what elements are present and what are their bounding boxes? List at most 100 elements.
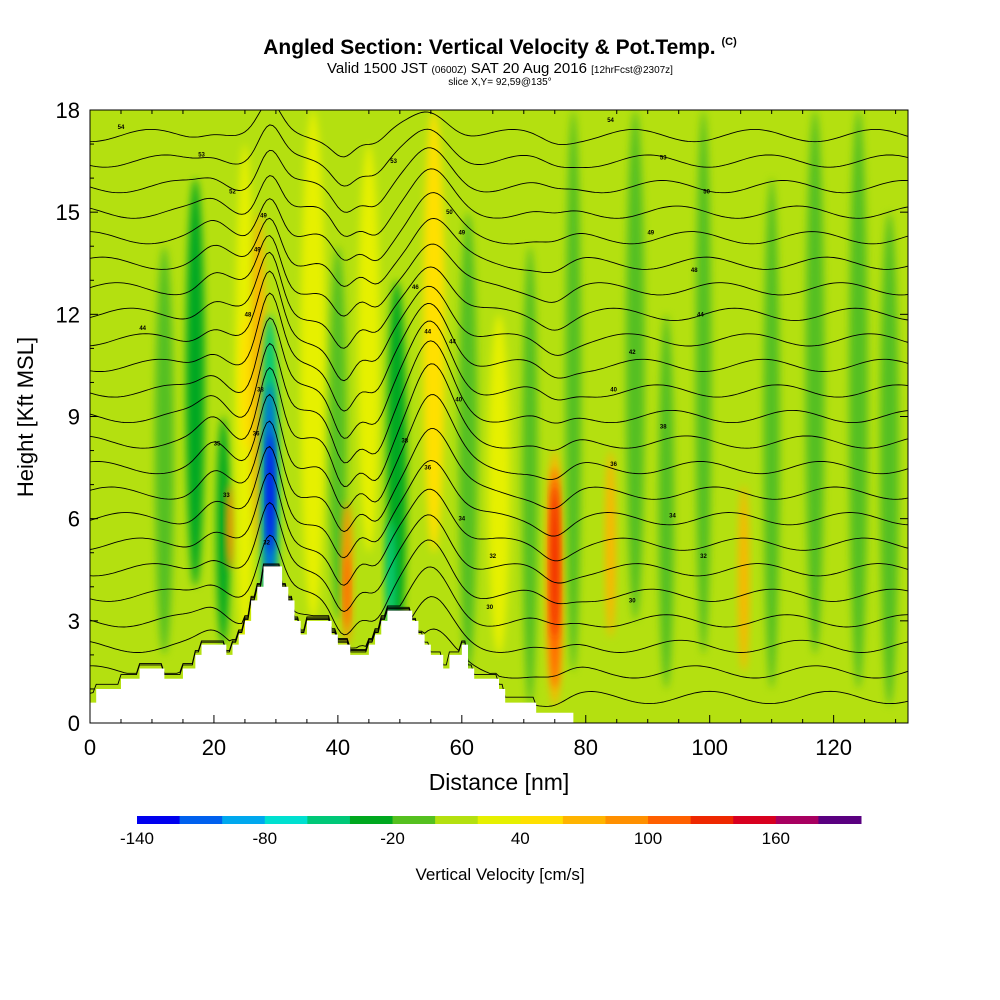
contour-label: 36	[253, 432, 260, 438]
isentrope-line	[90, 147, 908, 213]
x-tick-label: 20	[202, 735, 226, 760]
velocity-cell	[849, 110, 868, 689]
title-main: Angled Section: Vertical Velocity & Pot.…	[263, 36, 716, 59]
velocity-cell	[458, 212, 478, 672]
valid-time: Valid 1500 JST	[327, 60, 428, 77]
x-tick-label: 100	[691, 735, 728, 760]
y-axis-label: Height [Kft MSL]	[13, 337, 38, 497]
velocity-cell	[605, 450, 616, 638]
contour-label: 32	[263, 541, 270, 547]
velocity-cell	[565, 110, 582, 672]
contour-label: 49	[260, 214, 267, 220]
colorbar-swatch	[520, 816, 564, 824]
y-tick-label: 12	[56, 302, 80, 327]
velocity-cell	[763, 178, 780, 689]
x-tick-label: 80	[574, 735, 598, 760]
velocity-cell	[155, 246, 174, 655]
isentrope-line	[90, 292, 908, 412]
contour-label: 38	[660, 425, 667, 431]
isentrope-line	[90, 420, 908, 533]
isentrope-line	[90, 502, 908, 612]
colorbar-tick-label: 100	[634, 829, 662, 848]
velocity-cell	[626, 110, 645, 621]
contour-label: 54	[607, 118, 614, 124]
contour-label: 44	[139, 326, 146, 332]
contour-label: 53	[198, 152, 205, 158]
x-tick-label: 60	[450, 735, 474, 760]
colorbar-swatch	[733, 816, 777, 824]
velocity-cell	[738, 484, 749, 672]
x-axis: 0 20 40 60 80 100 120	[84, 110, 897, 760]
colorbar-swatch	[137, 816, 181, 824]
isentrope-line	[90, 317, 908, 439]
y-tick-label: 15	[56, 200, 80, 225]
isentrope-line	[90, 251, 908, 349]
contour-label: 53	[660, 156, 667, 162]
contour-label: 48	[691, 268, 698, 274]
chart-title: Angled Section: Vertical Velocity & Pot.…	[0, 36, 1000, 60]
colorbar-swatch	[605, 816, 649, 824]
colorbar-swatch	[477, 816, 521, 824]
colorbar-swatch	[648, 816, 692, 824]
velocity-cell	[488, 314, 510, 655]
colorbar-swatch	[435, 816, 479, 824]
colorbar-swatch	[392, 816, 436, 824]
contour-label: 49	[458, 231, 465, 237]
contour-label: 36	[424, 466, 431, 472]
colorbar-swatch	[690, 816, 734, 824]
contour-label: 53	[390, 159, 397, 165]
contour-label: 44	[424, 329, 431, 335]
slice-info: slice X,Y= 92,59@135°	[448, 77, 552, 88]
contour-label: 30	[486, 605, 493, 611]
colorbar-swatch	[264, 816, 308, 824]
isentrope-line	[90, 393, 908, 509]
contour-label: 30	[629, 598, 636, 604]
colorbar-swatch	[562, 816, 606, 824]
x-tick-label: 120	[815, 735, 852, 760]
velocity-cell	[805, 110, 825, 655]
contour-label: 50	[446, 210, 453, 216]
velocity-cell	[344, 552, 350, 628]
isentrope-line	[90, 472, 908, 586]
velocity-cell	[267, 433, 274, 553]
terrain	[90, 566, 574, 723]
isentrope-line	[90, 445, 908, 559]
velocity-cell	[522, 246, 538, 706]
y-tick-label: 9	[68, 405, 80, 430]
contour-label: 40	[610, 387, 617, 393]
contour-label: 54	[118, 125, 125, 131]
valid-utc: (0600Z)	[431, 65, 467, 76]
forecast-tag: [12hrFcst@2307z]	[591, 65, 673, 76]
contour-label: 49	[254, 248, 261, 254]
isentrope-line	[90, 363, 908, 487]
contour-label: 35	[214, 442, 221, 448]
isentrope-line	[90, 270, 908, 382]
contour-label: 44	[697, 312, 704, 318]
contour-label: 38	[257, 387, 264, 393]
colorbar-label: Vertical Velocity [cm/s]	[415, 865, 584, 884]
velocity-cell	[239, 314, 253, 451]
y-tick-label: 0	[68, 711, 80, 736]
isentrope-line	[90, 534, 908, 636]
contour-label: 42	[629, 350, 636, 356]
isentrope-line	[90, 124, 908, 187]
isentrope-line	[90, 563, 908, 649]
colorbar-tick-label: 40	[511, 829, 530, 848]
colorbar-swatch	[307, 816, 351, 824]
y-tick-label: 3	[68, 609, 80, 634]
y-tick-label: 6	[68, 507, 80, 532]
velocity-cell	[658, 314, 675, 689]
contour-label: 34	[669, 513, 676, 519]
isentrope-line	[90, 192, 908, 262]
colorbar-swatch	[818, 816, 862, 824]
isentrope-line	[90, 340, 908, 464]
colorbar-tick-label: -20	[380, 829, 405, 848]
isentrope-line	[90, 217, 908, 287]
title-unit-tag: (C)	[721, 36, 737, 48]
colorbar-swatch	[179, 816, 223, 824]
contour-label: 34	[458, 517, 465, 523]
colorbar-swatch	[222, 816, 266, 824]
velocity-field	[155, 110, 899, 706]
colorbar-tick-label: -80	[252, 829, 277, 848]
